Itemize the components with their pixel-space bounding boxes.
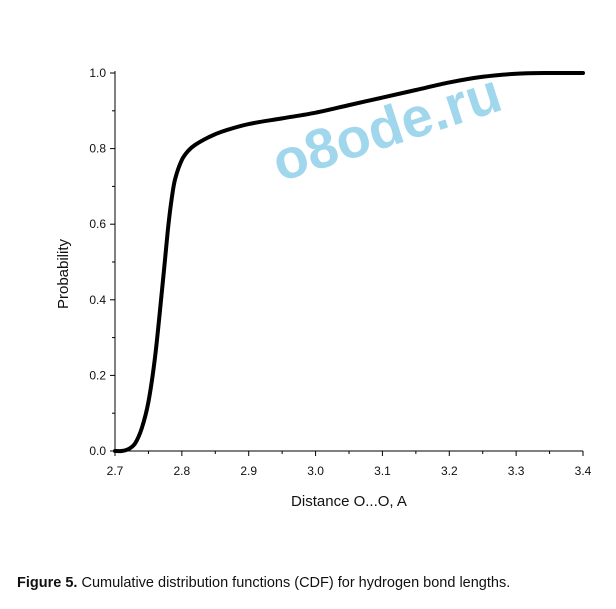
y-tick-label: 0.6 <box>89 217 106 231</box>
x-tick-label: 2.7 <box>107 464 124 478</box>
figure-caption: Figure 5. Cumulative distribution functi… <box>17 575 616 591</box>
x-tick-label: 3.0 <box>307 464 324 478</box>
watermark: o8ode.ru <box>264 60 508 193</box>
y-tick-label: 0.0 <box>89 444 106 458</box>
cdf-chart: 0.0 0.2 0.4 0.6 0.8 1.0 2.7 2.8 2.9 3.0 3.1 3.2 3.3 3… <box>55 60 592 510</box>
y-tick-label: 0.2 <box>89 368 106 382</box>
x-tick-label: 3.1 <box>374 464 391 478</box>
cdf-series-line <box>113 70 585 454</box>
x-tick-label: 2.9 <box>240 464 257 478</box>
x-tick-label: 3.2 <box>441 464 458 478</box>
y-tick-label: 0.4 <box>89 293 106 307</box>
y-tick-label: 1.0 <box>89 66 106 80</box>
tick-labels: 0.0 0.2 0.4 0.6 0.8 1.0 2.7 2.8 2.9 3.0 3.1 3.2 3.3 3… <box>89 66 591 478</box>
x-tick-label: 3.3 <box>508 464 525 478</box>
caption-label: Figure 5. <box>17 575 78 591</box>
ticks <box>110 72 584 456</box>
caption-text: Cumulative distribution functions (CDF) … <box>77 575 511 591</box>
x-tick-label: 3.4 <box>575 464 592 478</box>
y-axis-label: Probability <box>55 238 72 309</box>
y-tick-label: 0.8 <box>89 142 106 156</box>
x-axis-label: Distance O...O, A <box>291 493 407 510</box>
x-tick-label: 2.8 <box>174 464 191 478</box>
